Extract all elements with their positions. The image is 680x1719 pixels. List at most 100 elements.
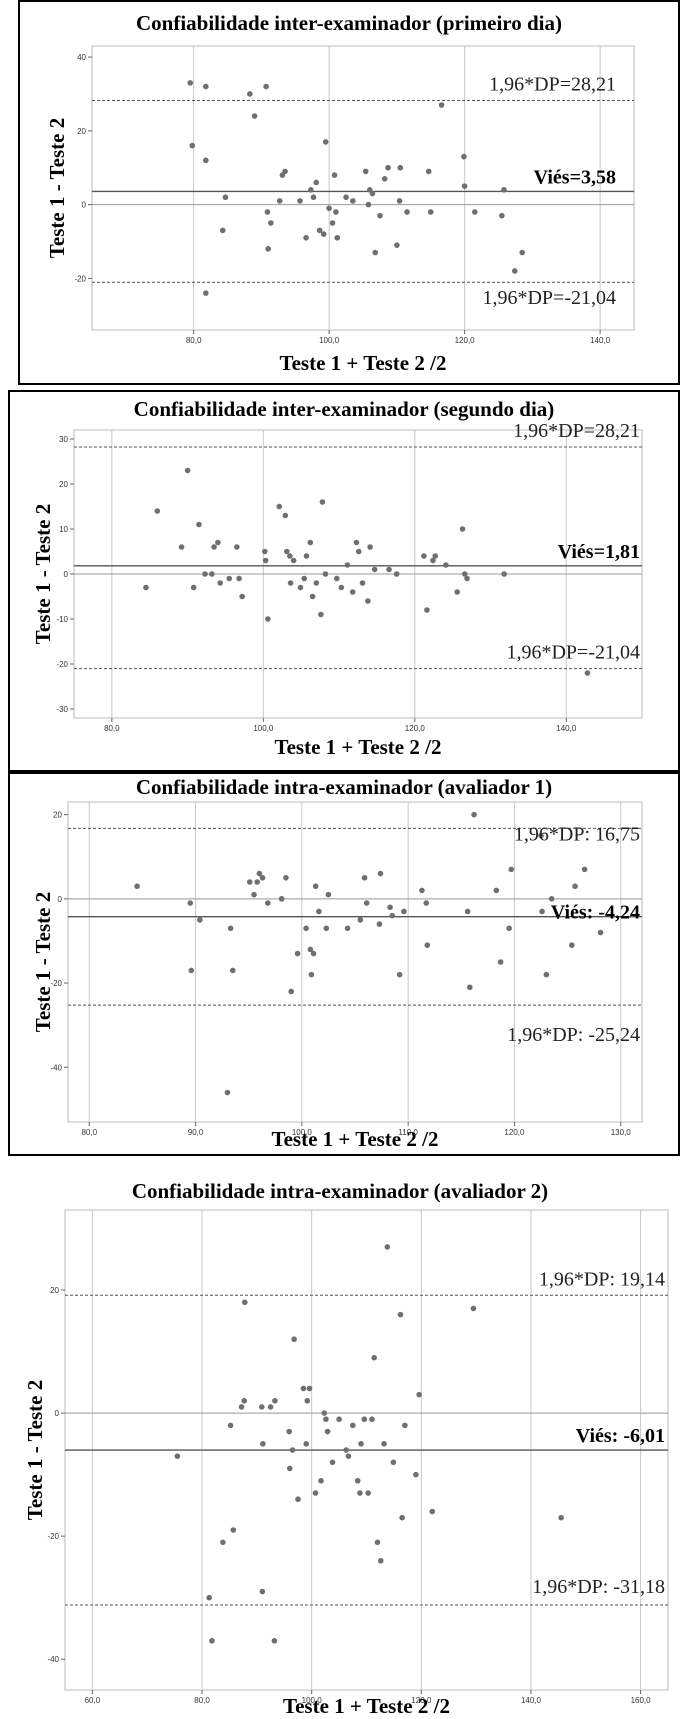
x-tick-label: 140,0 xyxy=(556,724,577,733)
data-point xyxy=(307,946,314,953)
data-point xyxy=(303,553,310,559)
data-point xyxy=(331,172,338,178)
y-axis-label: Teste 1 - Teste 2 xyxy=(31,892,55,1032)
data-point xyxy=(227,925,234,932)
data-point xyxy=(287,553,293,559)
x-tick-label: 140,0 xyxy=(590,336,611,345)
data-point xyxy=(154,508,161,514)
data-point xyxy=(404,209,410,215)
data-point xyxy=(396,971,403,978)
x-tick-label: 100,0 xyxy=(319,336,340,345)
data-point xyxy=(282,168,288,175)
y-tick-label: 20 xyxy=(53,811,62,820)
data-point xyxy=(369,190,376,197)
y-tick-label: -40 xyxy=(47,1655,59,1664)
data-point xyxy=(288,988,295,995)
data-point xyxy=(290,557,297,564)
data-point xyxy=(343,1447,350,1453)
data-point xyxy=(365,598,371,604)
x-tick-label: 80,0 xyxy=(194,1696,210,1705)
data-point xyxy=(238,1404,245,1410)
y-tick-label: -20 xyxy=(56,660,68,669)
x-tick-label: 80,0 xyxy=(186,336,202,345)
y-tick-label: 30 xyxy=(59,435,68,444)
data-point xyxy=(251,891,257,898)
x-tick-label: 120,0 xyxy=(455,336,476,345)
data-point xyxy=(310,950,317,957)
data-point xyxy=(350,198,356,204)
data-point xyxy=(397,164,404,171)
chart-title: Confiabilidade inter-examinador (primeir… xyxy=(136,11,562,35)
data-point xyxy=(493,887,500,894)
data-point xyxy=(206,1594,212,1601)
plot-frame xyxy=(67,801,643,1123)
x-tick-label: 110,0 xyxy=(398,1128,418,1137)
data-point xyxy=(189,142,196,149)
data-point xyxy=(336,1416,342,1423)
y-tick-label: 10 xyxy=(59,525,68,534)
upper-limit-label: 1,96*DP=28,21 xyxy=(489,74,616,96)
data-point xyxy=(363,900,370,906)
data-point xyxy=(424,942,431,948)
data-point xyxy=(260,1441,266,1447)
data-point xyxy=(308,187,314,193)
data-point xyxy=(372,249,378,256)
data-point xyxy=(345,1453,352,1459)
data-point xyxy=(174,1453,181,1459)
y-axis-label: Teste 1 - Teste 2 xyxy=(31,504,55,644)
data-point xyxy=(276,198,283,204)
data-point xyxy=(338,584,345,591)
data-point xyxy=(427,209,434,215)
data-point xyxy=(454,589,461,595)
data-point xyxy=(413,1471,419,1478)
data-point xyxy=(572,883,578,890)
data-point xyxy=(256,870,263,877)
data-point xyxy=(259,874,266,881)
data-point xyxy=(343,194,349,201)
y-tick-label: 20 xyxy=(59,480,68,489)
data-point xyxy=(471,811,477,818)
data-point xyxy=(272,1397,278,1404)
chart-panel-3: Confiabilidade intra-examinador (avaliad… xyxy=(8,772,680,1156)
data-point xyxy=(438,102,445,108)
data-point xyxy=(322,571,329,577)
data-point xyxy=(371,566,378,573)
data-point xyxy=(295,1496,301,1503)
chart-panel-4: Confiabilidade intra-examinador (avaliad… xyxy=(0,1168,680,1719)
data-point xyxy=(423,900,430,906)
bias-label: Viés: -6,01 xyxy=(576,1425,665,1447)
data-point xyxy=(384,1244,391,1250)
data-point xyxy=(376,921,383,927)
chart-panel-1: Confiabilidade inter-examinador (primeir… xyxy=(18,0,680,385)
lower-limit-label: 1,96*DP: -25,24 xyxy=(507,1024,640,1046)
data-point xyxy=(187,80,194,86)
y-tick-label: -20 xyxy=(74,274,86,283)
data-point xyxy=(209,571,215,577)
data-point xyxy=(333,575,340,582)
data-point xyxy=(548,896,555,902)
data-point xyxy=(318,1477,324,1484)
y-tick-label: 40 xyxy=(77,53,86,62)
data-point xyxy=(357,917,364,923)
data-point xyxy=(416,1391,422,1398)
chart-panel-2: Confiabilidade inter-examinador (segundo… xyxy=(8,390,680,772)
data-point xyxy=(226,575,233,582)
data-point xyxy=(220,1539,226,1546)
data-point xyxy=(325,891,332,898)
data-point xyxy=(390,1459,397,1466)
upper-limit-label: 1,96*DP=28,21 xyxy=(513,420,640,442)
data-point xyxy=(312,883,319,890)
data-point xyxy=(326,205,332,212)
data-point xyxy=(349,589,356,595)
y-tick-label: 20 xyxy=(77,127,86,136)
y-tick-label: 0 xyxy=(64,570,69,579)
data-point xyxy=(501,571,507,577)
data-point xyxy=(196,521,202,528)
x-tick-label: 60,0 xyxy=(85,1696,101,1705)
data-point xyxy=(284,548,290,555)
data-point xyxy=(584,670,591,676)
data-point xyxy=(309,593,316,600)
data-point xyxy=(357,1490,363,1496)
data-point xyxy=(202,571,208,577)
plot-frame xyxy=(91,45,635,331)
